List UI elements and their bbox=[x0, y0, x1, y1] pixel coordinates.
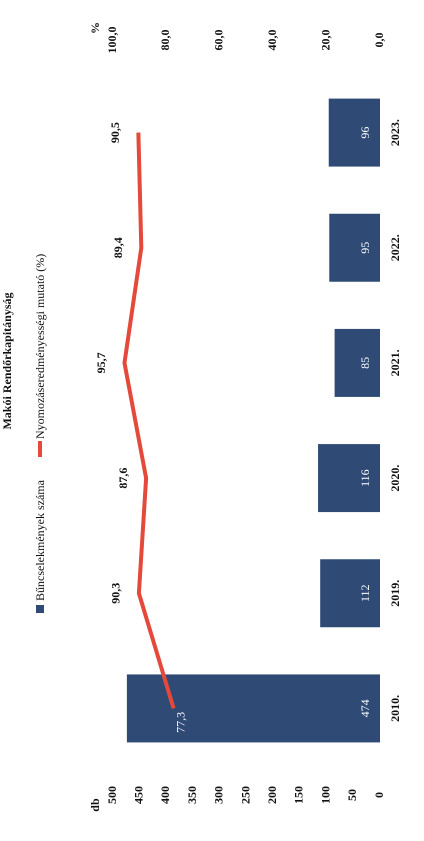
line-value-label: 90,3 bbox=[109, 583, 123, 604]
y-tick-label: 200 bbox=[265, 786, 279, 804]
x-tick-label: 2021. bbox=[388, 349, 402, 376]
bar-value-label: 85 bbox=[358, 357, 372, 369]
bar bbox=[329, 214, 380, 282]
y-tick-label: 350 bbox=[185, 786, 199, 804]
bar-value-label: 474 bbox=[358, 699, 372, 717]
y2-tick-label: 20,0 bbox=[318, 30, 332, 51]
y2-tick-label: 80,0 bbox=[158, 30, 172, 51]
x-tick-label: 2019. bbox=[388, 580, 402, 607]
line-value-label: 89,4 bbox=[111, 237, 125, 258]
y2-tick-label: 100,0 bbox=[105, 27, 119, 54]
line-value-label: 90,5 bbox=[108, 122, 122, 143]
x-tick-label: 2020. bbox=[388, 465, 402, 492]
chart: Makói Rendőrkapitányság db % 0 50 100 150 20… bbox=[0, 0, 424, 841]
legend-label: Bűncselekmények száma bbox=[33, 479, 47, 601]
y-tick-label: 450 bbox=[131, 786, 145, 804]
y2-tick-label: 60,0 bbox=[212, 30, 226, 51]
legend-swatch bbox=[36, 605, 44, 613]
chart-title: Makói Rendőrkapitányság bbox=[0, 292, 14, 429]
y-tick-label: 250 bbox=[238, 786, 252, 804]
bar-value-label: 112 bbox=[358, 584, 372, 602]
y-tick-label: 0 bbox=[372, 792, 386, 798]
bar-value-label: 116 bbox=[358, 469, 372, 487]
x-tick-label: 2010. bbox=[388, 695, 402, 722]
y-tick-label: 150 bbox=[292, 786, 306, 804]
y2-tick-label: 40,0 bbox=[265, 30, 279, 51]
bar-value-label: 95 bbox=[358, 242, 372, 254]
y2-tick-label: 0,0 bbox=[372, 33, 386, 48]
bar-value-label: 96 bbox=[358, 127, 372, 139]
y-axis-label: db bbox=[88, 798, 102, 812]
x-tick-label: 2023. bbox=[388, 119, 402, 146]
y2-axis-label: % bbox=[88, 22, 102, 34]
line-value-label: 77,3 bbox=[173, 712, 187, 733]
y-tick-label: 400 bbox=[158, 786, 172, 804]
y-tick-label: 50 bbox=[345, 789, 359, 801]
x-tick-label: 2022. bbox=[388, 234, 402, 261]
legend-label: Nyomozáseredményességi mutató (%) bbox=[33, 254, 47, 439]
y-tick-label: 300 bbox=[212, 786, 226, 804]
y-tick-label: 500 bbox=[105, 786, 119, 804]
bar bbox=[329, 99, 380, 167]
y-tick-label: 100 bbox=[318, 786, 332, 804]
line-value-label: 87,6 bbox=[116, 468, 130, 489]
line-value-label: 95,7 bbox=[94, 352, 108, 373]
